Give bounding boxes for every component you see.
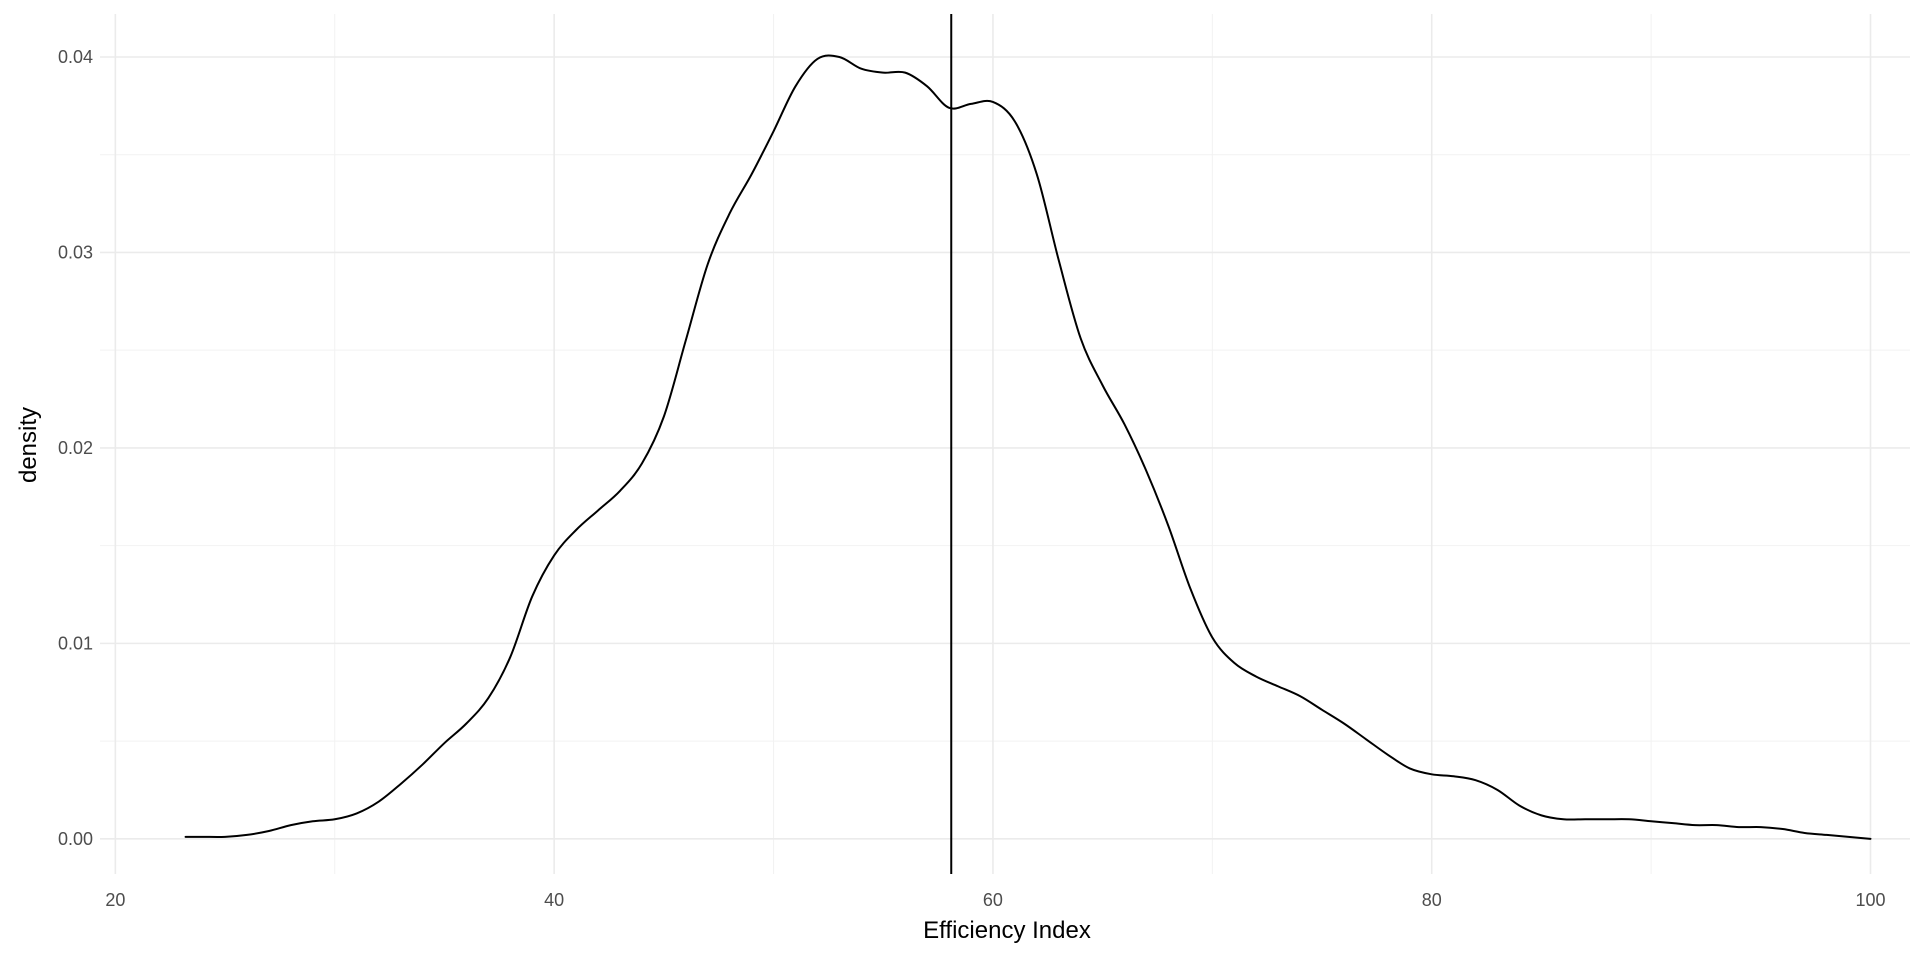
minor-gridlines [100,14,1910,874]
y-tick-label: 0.02 [58,438,93,458]
x-tick-labels: 20 40 60 80 100 [105,890,1885,910]
x-tick-label: 40 [544,890,564,910]
x-tick-label: 60 [983,890,1003,910]
y-tick-label: 0.03 [58,242,93,262]
x-axis-title: Efficiency Index [923,917,1091,944]
x-tick-label: 100 [1855,890,1885,910]
y-tick-label: 0.01 [58,633,93,653]
y-tick-labels: 0.00 0.01 0.02 0.03 0.04 [58,47,93,849]
density-curve [184,54,1872,840]
x-tick-label: 20 [105,890,125,910]
x-tick-label: 80 [1422,890,1442,910]
y-tick-label: 0.04 [58,47,93,67]
y-axis-title: density [15,407,42,483]
series-layer [184,54,1872,840]
y-tick-label: 0.00 [58,829,93,849]
major-gridlines [100,14,1910,874]
